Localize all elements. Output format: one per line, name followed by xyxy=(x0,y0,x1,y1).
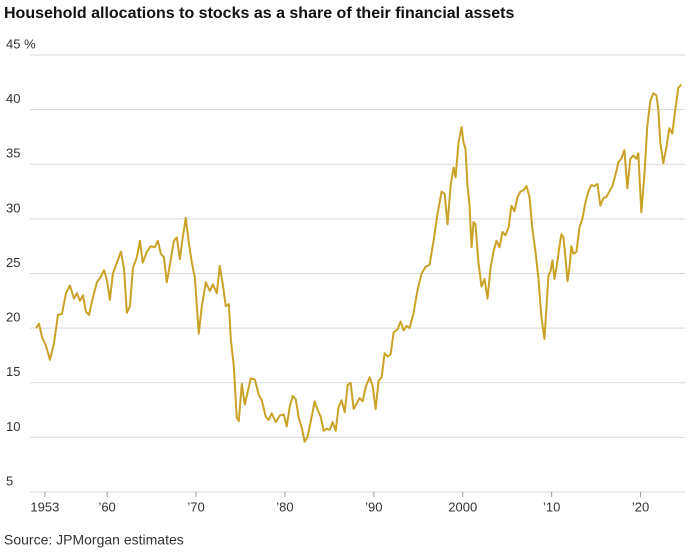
x-tick-label: 2000 xyxy=(448,499,477,514)
y-tick-label: 25 xyxy=(6,255,20,270)
x-tick-label: ’80 xyxy=(276,499,293,514)
y-tick-label: 40 xyxy=(6,91,20,106)
y-tick-label: 35 xyxy=(6,146,20,161)
x-tick-label: ’10 xyxy=(543,499,560,514)
y-tick-label: 5 xyxy=(6,473,13,488)
y-tick-label: 10 xyxy=(6,419,20,434)
x-tick-label: ’70 xyxy=(187,499,204,514)
y-tick-label: 45 % xyxy=(6,36,36,51)
chart-title: Household allocations to stocks as a sha… xyxy=(4,5,514,22)
x-tick-label: ’90 xyxy=(365,499,382,514)
y-tick-label: 30 xyxy=(6,200,20,215)
y-tick-label: 20 xyxy=(6,310,20,325)
y-tick-label: 15 xyxy=(6,364,20,379)
data-line xyxy=(35,83,683,443)
x-tick-label: 1953 xyxy=(30,499,59,514)
x-tick-label: ’60 xyxy=(98,499,115,514)
x-tick-label: ’20 xyxy=(632,499,649,514)
source-note: Source: JPMorgan estimates xyxy=(4,532,184,548)
